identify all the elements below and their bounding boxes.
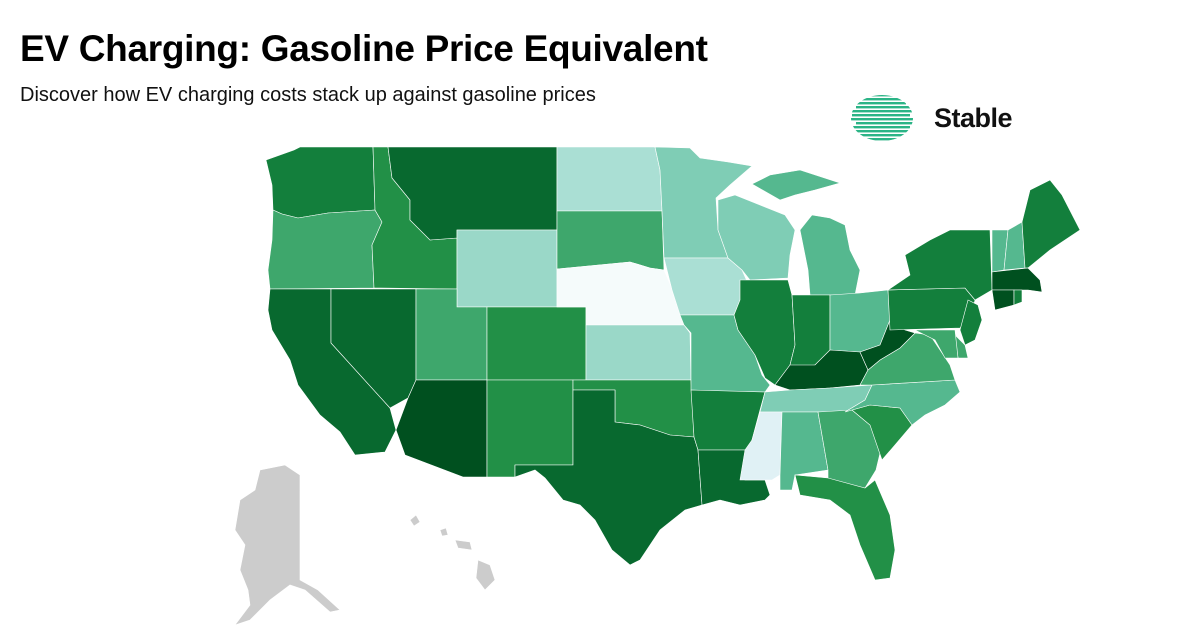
state-NY[interactable]	[886, 229, 993, 301]
state-OR[interactable]	[267, 209, 383, 290]
state-AK[interactable]	[234, 464, 341, 626]
state-WI[interactable]	[717, 194, 796, 281]
state-ND[interactable]	[556, 146, 663, 212]
state-WV[interactable]	[859, 319, 916, 371]
state-MI[interactable]	[751, 169, 861, 296]
state-FL[interactable]	[794, 474, 896, 581]
state-NC[interactable]	[844, 379, 961, 426]
page-subtitle: Discover how EV charging costs stack up …	[20, 84, 596, 106]
state-SD[interactable]	[556, 210, 665, 271]
striped-globe-icon	[851, 95, 913, 141]
state-RI[interactable]	[1013, 289, 1023, 306]
state-TX[interactable]	[514, 389, 703, 566]
state-CO[interactable]	[486, 306, 587, 381]
state-HI[interactable]	[409, 514, 496, 591]
state-ME[interactable]	[1021, 179, 1081, 269]
state-CT[interactable]	[991, 289, 1015, 311]
state-WY[interactable]	[456, 229, 558, 308]
state-NM[interactable]	[486, 379, 574, 478]
page-title: EV Charging: Gasoline Price Equivalent	[20, 28, 708, 69]
brand-logo[interactable]: Stable	[850, 94, 1013, 142]
state-KS[interactable]	[585, 324, 692, 381]
state-NH[interactable]	[1003, 221, 1026, 271]
state-AZ[interactable]	[395, 379, 488, 478]
state-WA[interactable]	[265, 146, 376, 219]
state-MN[interactable]	[654, 146, 753, 259]
state-NJ[interactable]	[959, 299, 983, 346]
brand-name: Stable	[934, 102, 1013, 133]
state-MD[interactable]	[914, 329, 959, 359]
state-MA[interactable]	[991, 267, 1043, 293]
state-IL[interactable]	[733, 279, 796, 386]
